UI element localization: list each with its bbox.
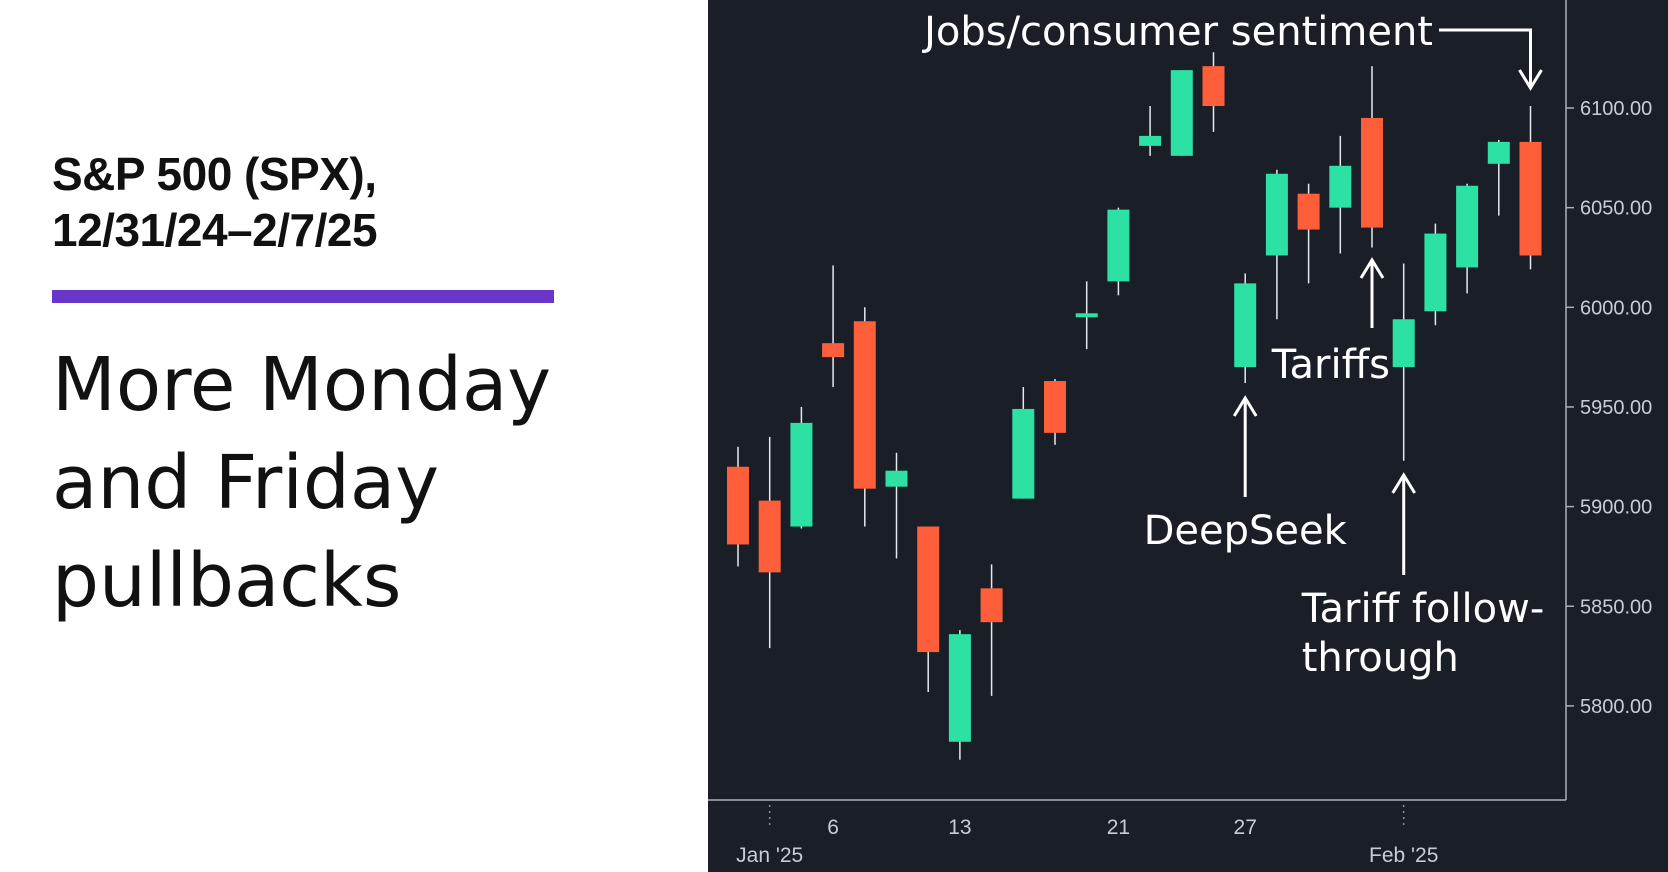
- accent-divider: [52, 290, 554, 303]
- candle-up: [1329, 165, 1352, 208]
- candle-down: [758, 500, 781, 573]
- candle-down: [1519, 141, 1542, 256]
- candle-up: [1487, 141, 1510, 164]
- y-tick-label: 6000.00: [1580, 297, 1652, 319]
- x-tick-label: 21: [1107, 816, 1130, 839]
- candle-up: [885, 470, 908, 487]
- headline-line-1: More Monday: [52, 342, 552, 428]
- y-tick-label: 6100.00: [1580, 98, 1652, 120]
- candle-down: [853, 321, 876, 489]
- candle-down: [917, 526, 940, 653]
- candle-up: [1139, 135, 1162, 146]
- text-panel: S&P 500 (SPX), 12/31/24–2/7/25 More Mond…: [0, 0, 708, 872]
- annotation-tariff-follow-through-1: Tariff follow-: [1301, 586, 1545, 632]
- annotation-tariffs: Tariffs: [1271, 342, 1390, 388]
- deepseek-arrow-head: [1232, 395, 1258, 417]
- annotation-tariff-follow-through-2: through: [1302, 635, 1459, 681]
- x-month-label: Jan '25: [736, 844, 803, 867]
- tariffs-arrow-head: [1359, 257, 1385, 279]
- candle-up: [1075, 313, 1098, 318]
- headline: More Monday and Friday pullbacks: [52, 336, 551, 630]
- candle-up: [1170, 70, 1193, 156]
- x-tick-label: 27: [1234, 816, 1257, 839]
- x-tick-label: 6: [827, 816, 839, 839]
- candle-up: [1107, 209, 1130, 282]
- x-tick-label: 13: [948, 816, 971, 839]
- headline-line-3: pullbacks: [52, 538, 402, 624]
- y-tick-label: 5800.00: [1580, 696, 1652, 718]
- y-tick-label: 6050.00: [1580, 198, 1652, 220]
- jobs-arrow: [1439, 28, 1532, 88]
- y-tick-label: 5900.00: [1580, 497, 1652, 519]
- candle-down: [980, 588, 1003, 623]
- candle-up: [948, 634, 971, 742]
- chart-title-line-2: 12/31/24–2/7/25: [52, 204, 378, 256]
- x-month-label: Feb '25: [1369, 844, 1438, 867]
- candle-down: [1202, 66, 1225, 107]
- candle-up: [1456, 185, 1479, 268]
- jobs-arrow-head: [1518, 69, 1543, 91]
- candle-up: [1424, 233, 1447, 312]
- candle-down: [1297, 193, 1320, 230]
- candle-down: [727, 466, 749, 545]
- candle-up: [1012, 408, 1035, 499]
- candle-down: [1361, 117, 1383, 228]
- candle-up: [1392, 319, 1415, 368]
- candlestick-chart: 5800.00 5850.00 5900.00 5950.00 6000.00 6050.…: [708, 0, 1668, 872]
- annotation-deepseek: DeepSeek: [1144, 508, 1348, 554]
- chart-title: S&P 500 (SPX), 12/31/24–2/7/25: [52, 146, 378, 258]
- y-tick-label: 5950.00: [1580, 397, 1652, 419]
- candle-up: [1265, 173, 1288, 256]
- candle-up: [790, 422, 813, 527]
- candle-up: [1234, 283, 1257, 368]
- tariff-follow-through-arrow-head: [1391, 472, 1416, 494]
- y-tick-label: 5850.00: [1580, 596, 1652, 618]
- candle-down: [1044, 381, 1066, 433]
- candle-down: [822, 343, 845, 358]
- annotation-jobs: Jobs/consumer sentiment: [921, 9, 1433, 55]
- chart-title-line-1: S&P 500 (SPX),: [52, 148, 377, 200]
- headline-line-2: and Friday: [52, 440, 440, 526]
